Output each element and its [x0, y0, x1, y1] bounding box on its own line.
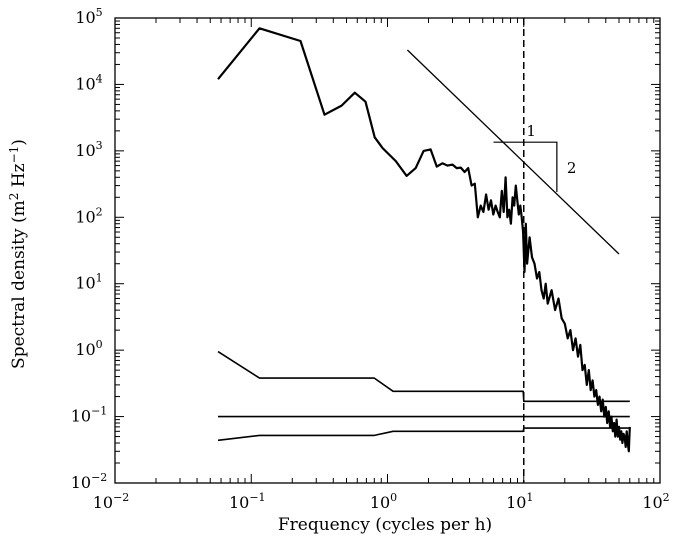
confidence-line — [217, 350, 630, 403]
y-tick-label: 104 — [75, 72, 102, 93]
slope-run-label: 1 — [526, 122, 536, 140]
y-tick-label: 100 — [75, 338, 102, 359]
x-tick-label: 10−2 — [93, 491, 130, 512]
x-tick-label: 101 — [506, 491, 533, 512]
y-tick-label: 101 — [75, 272, 102, 293]
plot-frame — [114, 17, 661, 484]
x-tick-label: 100 — [370, 491, 397, 512]
y-tick-label: 105 — [75, 6, 102, 27]
y-axis-label: Spectral density (m2 Hz−1) — [7, 139, 29, 369]
confidence-line — [217, 427, 630, 442]
x-axis-label: Frequency (cycles per h) — [278, 515, 492, 535]
slope-reference-line — [406, 49, 620, 255]
y-tick-label: 102 — [75, 205, 102, 226]
x-tick-label: 102 — [642, 491, 669, 512]
y-tick-label: 10−1 — [71, 405, 108, 426]
slope-rise-label: 2 — [567, 159, 577, 177]
spectrum-line — [217, 27, 631, 453]
y-tick-label: 10−2 — [71, 471, 108, 492]
x-tick-label: 10−1 — [229, 491, 266, 512]
slope-triangle — [493, 141, 558, 193]
y-tick-label: 103 — [75, 139, 102, 160]
